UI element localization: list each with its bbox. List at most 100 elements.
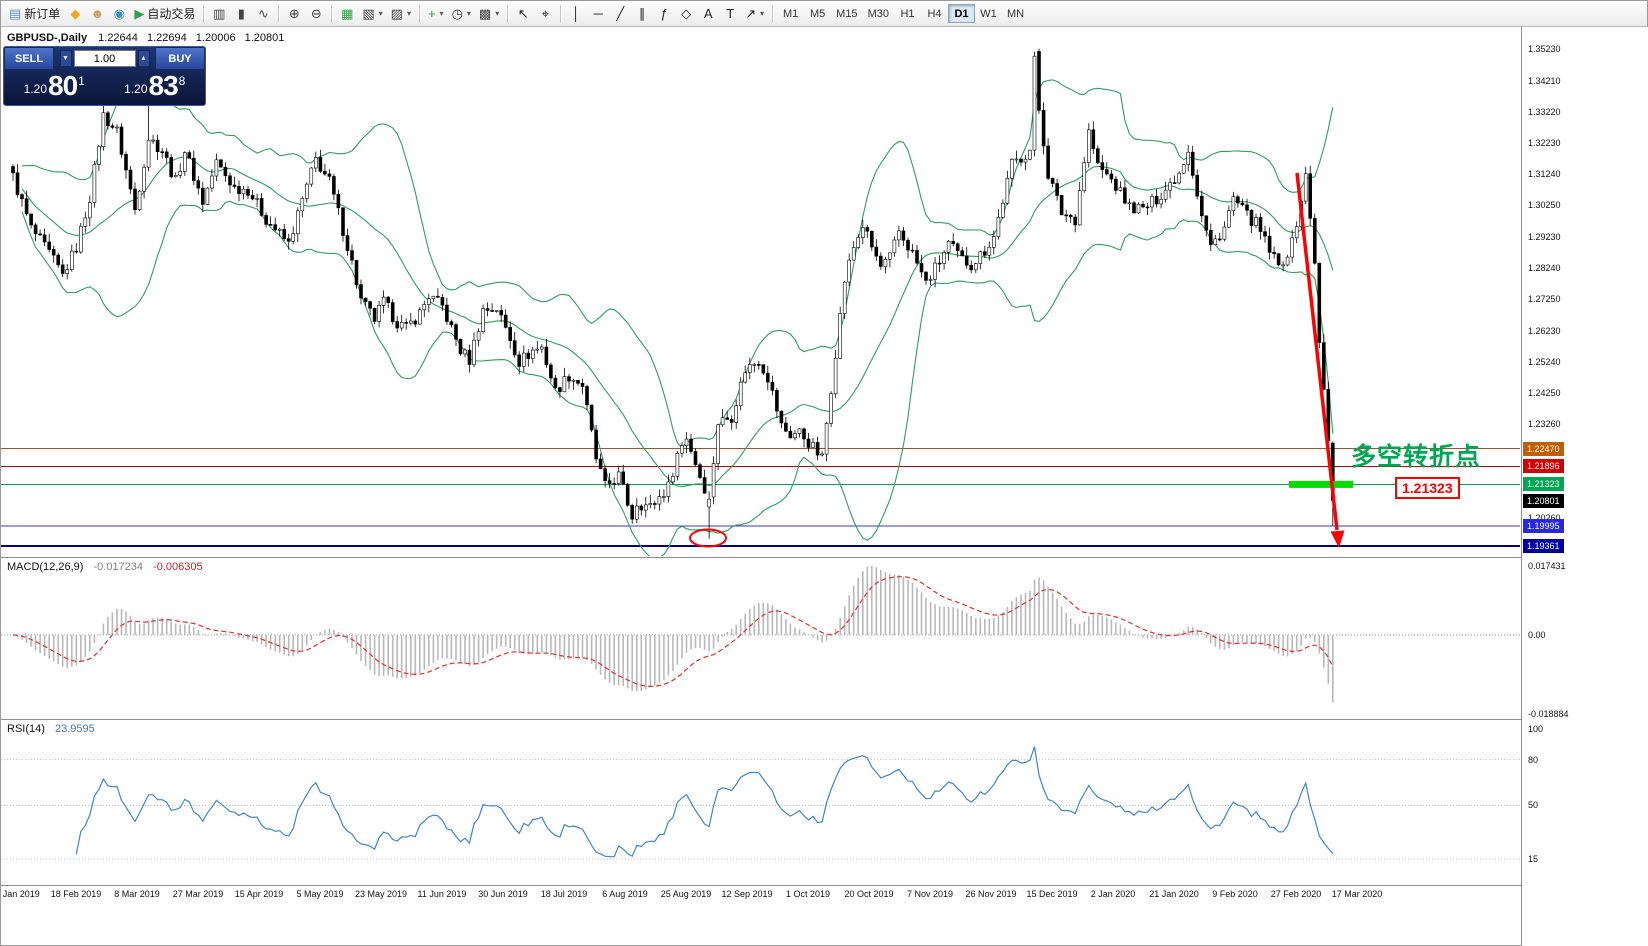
macd-axis-label: -0.018884 bbox=[1528, 709, 1569, 719]
sell-price[interactable]: 1.20 80 1 bbox=[4, 70, 105, 105]
rsi-axis-label: 15 bbox=[1528, 853, 1539, 864]
time-axis[interactable]: 30 Jan 2019 18 Feb 2019 8 Mar 2019 27 Mar 2… bbox=[1, 887, 1521, 903]
text-icon: A bbox=[703, 6, 713, 21]
autotrading-button[interactable]: ▶ 自动交易 bbox=[130, 4, 199, 24]
volume-increase-button[interactable]: ▲ bbox=[137, 50, 150, 67]
bar-chart-button[interactable]: ▥ bbox=[208, 4, 230, 24]
timeframe-h1-button[interactable]: H1 bbox=[900, 7, 915, 20]
macd-axis-label: 0.017431 bbox=[1528, 561, 1566, 571]
timeframe-d1-button[interactable]: D1 bbox=[947, 4, 975, 23]
ohlc-high: 1.22694 bbox=[146, 32, 187, 44]
autotrading-icon: ▶ bbox=[134, 6, 145, 21]
time-axis-label: 30 Jun 2019 bbox=[478, 889, 528, 899]
sell-price-big: 80 bbox=[48, 70, 78, 101]
toolbar-separator bbox=[331, 4, 333, 23]
timeframe-mn-button[interactable]: MN bbox=[1006, 7, 1025, 20]
text-button[interactable]: A bbox=[697, 4, 719, 24]
tile-windows-button[interactable]: ▦ bbox=[336, 4, 358, 24]
arrows-dropdown-icon[interactable]: ▾ bbox=[760, 9, 765, 18]
mql-market-button[interactable]: ◆ bbox=[64, 4, 86, 24]
periods-button[interactable]: ◷ ▾ bbox=[448, 4, 475, 24]
shapes-icon: ◇ bbox=[681, 6, 692, 21]
buy-price[interactable]: 1.20 83 8 bbox=[105, 70, 206, 105]
volume-decrease-button[interactable]: ▼ bbox=[59, 50, 72, 67]
macd-signal-value: -0.006305 bbox=[153, 561, 203, 573]
candlestick-button[interactable]: ▮ bbox=[230, 4, 252, 24]
periods-dropdown-icon[interactable]: ▾ bbox=[466, 9, 471, 18]
rsi-axis-label: 50 bbox=[1528, 800, 1539, 811]
time-axis-label: 17 Mar 2020 bbox=[1331, 889, 1383, 899]
buy-price-sup: 8 bbox=[178, 74, 186, 88]
new-chart-dropdown-icon[interactable]: ▾ bbox=[378, 9, 383, 18]
zoom-out-button[interactable]: ⊖ bbox=[305, 4, 327, 24]
volume-input[interactable] bbox=[73, 50, 136, 67]
time-axis-label: 8 Mar 2019 bbox=[114, 889, 160, 899]
time-axis-label: 20 Oct 2019 bbox=[844, 889, 894, 899]
indicators-button[interactable]: + ▾ bbox=[424, 4, 448, 24]
buy-button[interactable]: BUY bbox=[155, 47, 205, 70]
toolbar: ▤ 新订单 ◆ ☻ ◉ ▶ 自动交易 ▥ ▮ ∿ ⊕ ⊖ ▦ ▧ ▾ ▨ ▾ + ▾ ◷ ▾ ▩ ▾ ↖ ⌖ │ ─ ╱ ∥ ƒ ◇ A T ↗ ▾… bbox=[1, 1, 1647, 27]
candlestick-icon: ▮ bbox=[237, 6, 245, 21]
channel-button[interactable]: ∥ bbox=[631, 4, 653, 24]
profiles-dropdown-icon[interactable]: ▾ bbox=[406, 9, 411, 18]
fibonacci-button[interactable]: ƒ bbox=[653, 4, 675, 24]
macd-pane-separator[interactable] bbox=[1, 557, 1647, 559]
trendline-button[interactable]: ╱ bbox=[609, 4, 631, 24]
toolbar-separator bbox=[560, 4, 562, 23]
crosshair-button[interactable]: ⌖ bbox=[534, 4, 556, 24]
time-axis-label: 6 Aug 2019 bbox=[602, 889, 648, 899]
price-axis[interactable]: 1.35230 1.34210 1.33220 1.32230 1.31240 1.302… bbox=[1521, 27, 1648, 946]
templates-button[interactable]: ▩ ▾ bbox=[475, 4, 503, 24]
vertical-line-icon: │ bbox=[572, 6, 581, 21]
toolbar-separator bbox=[418, 4, 420, 23]
timeframe-m30-button[interactable]: M30 bbox=[867, 7, 889, 20]
vertical-line-button[interactable]: │ bbox=[565, 4, 587, 24]
price-axis-label-highlight: 1.19995 bbox=[1523, 519, 1564, 534]
timeframe-m1-button[interactable]: M1 bbox=[783, 7, 799, 20]
buy-price-big: 83 bbox=[148, 70, 179, 101]
arrows-icon: ↗ bbox=[745, 6, 757, 21]
profiles-button[interactable]: ▨ ▾ bbox=[387, 4, 415, 24]
new-chart-button[interactable]: ▧ ▾ bbox=[358, 4, 386, 24]
line-chart-button[interactable]: ∿ bbox=[252, 4, 274, 24]
time-axis-label: 26 Nov 2019 bbox=[965, 889, 1017, 899]
price-axis-label: 1.31240 bbox=[1528, 168, 1561, 179]
templates-dropdown-icon[interactable]: ▾ bbox=[495, 9, 500, 18]
templates-icon: ▩ bbox=[478, 6, 492, 21]
timeframe-h4-button[interactable]: H4 bbox=[927, 7, 942, 20]
shapes-button[interactable]: ◇ bbox=[675, 4, 697, 24]
arrows-button[interactable]: ↗ ▾ bbox=[741, 4, 768, 24]
zoom-in-icon: ⊕ bbox=[288, 6, 300, 21]
trade-panel-prices: 1.20 80 1 1.20 83 8 bbox=[4, 70, 206, 105]
profile-button[interactable]: ☻ bbox=[86, 4, 108, 24]
indicators-dropdown-icon[interactable]: ▾ bbox=[439, 9, 444, 18]
community-icon: ◉ bbox=[113, 6, 125, 21]
zoom-in-button[interactable]: ⊕ bbox=[283, 4, 305, 24]
timeframe-w1-button[interactable]: W1 bbox=[980, 7, 997, 20]
time-axis-label: 18 Feb 2019 bbox=[50, 889, 102, 899]
horizontal-line-icon: ─ bbox=[593, 6, 603, 21]
community-button[interactable]: ◉ bbox=[108, 4, 130, 24]
cursor-button[interactable]: ↖ bbox=[512, 4, 534, 24]
price-axis-label: 1.35230 bbox=[1528, 44, 1561, 54]
price-axis-label: 1.32230 bbox=[1528, 137, 1561, 148]
label-button[interactable]: T bbox=[719, 4, 741, 24]
toolbar-separator bbox=[772, 4, 774, 23]
timeframe-m5-button[interactable]: M5 bbox=[810, 7, 826, 20]
time-axis-label: 1 Oct 2019 bbox=[785, 889, 831, 899]
horizontal-line-button[interactable]: ─ bbox=[587, 4, 609, 24]
price-axis-label: 1.28240 bbox=[1528, 262, 1561, 273]
macd-main-value: -0.017234 bbox=[93, 561, 144, 573]
time-axis-label: 9 Feb 2020 bbox=[1212, 889, 1258, 899]
timeframe-m15-button[interactable]: M15 bbox=[836, 7, 858, 20]
new-order-button[interactable]: ▤ 新订单 bbox=[5, 4, 64, 24]
time-axis-label: 27 Feb 2020 bbox=[1270, 889, 1322, 899]
time-axis-label: 2 Jan 2020 bbox=[1090, 889, 1136, 899]
sell-button[interactable]: SELL bbox=[4, 47, 54, 70]
time-axis-separator bbox=[1, 885, 1647, 887]
time-axis-label: 5 May 2019 bbox=[296, 889, 344, 899]
price-axis-label: 1.27250 bbox=[1528, 293, 1561, 304]
periods-icon: ◷ bbox=[451, 6, 463, 21]
rsi-pane-separator[interactable] bbox=[1, 719, 1647, 721]
